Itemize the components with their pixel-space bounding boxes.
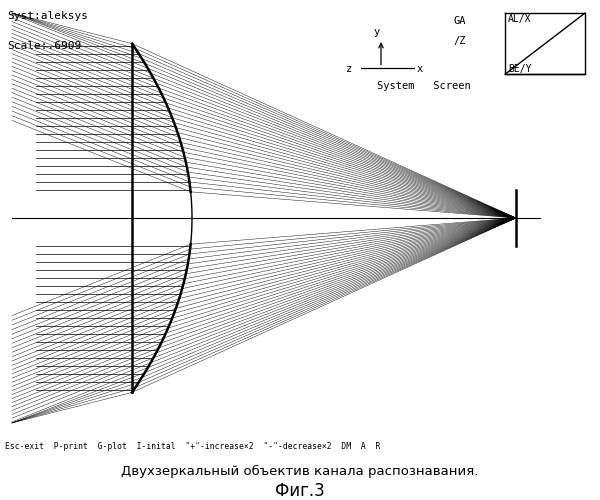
Text: y: y bbox=[374, 27, 380, 37]
Text: Syst:aleksys: Syst:aleksys bbox=[7, 11, 88, 21]
Text: Двухзеркальный объектив канала распознавания.: Двухзеркальный объектив канала распознав… bbox=[121, 464, 479, 477]
Text: AL/X: AL/X bbox=[508, 14, 532, 24]
Text: GA: GA bbox=[453, 16, 466, 26]
Text: Scale:.6909: Scale:.6909 bbox=[7, 42, 82, 51]
Text: System   Screen: System Screen bbox=[377, 82, 470, 92]
Text: /Z: /Z bbox=[453, 36, 466, 46]
Text: Фиг.3: Фиг.3 bbox=[275, 482, 325, 500]
Text: Esc-exit  P-print  G-plot  I-inital  "+"-increase×2  "-"-decrease×2  DM  A  R: Esc-exit P-print G-plot I-inital "+"-inc… bbox=[5, 442, 380, 451]
Text: z: z bbox=[346, 64, 352, 74]
Text: BE/Y: BE/Y bbox=[508, 64, 532, 74]
Text: x: x bbox=[417, 64, 423, 74]
